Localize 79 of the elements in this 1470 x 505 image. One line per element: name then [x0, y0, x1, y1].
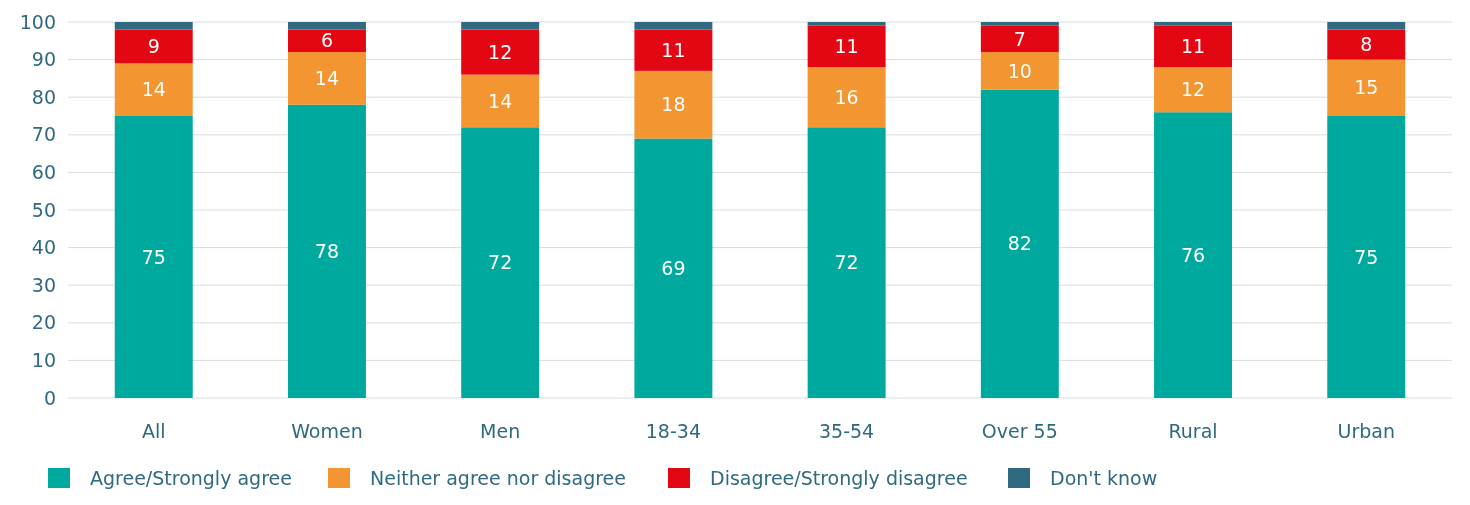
bar	[980, 25, 1059, 53]
data-label: 15	[1354, 76, 1379, 99]
data-label: 18	[661, 93, 686, 116]
x-tick-label: Rural	[1168, 420, 1218, 442]
bar	[1154, 25, 1233, 68]
data-label: 14	[141, 78, 166, 101]
y-tick-label: 70	[31, 123, 56, 146]
y-tick-label: 100	[19, 10, 56, 33]
bar	[287, 29, 366, 53]
legend-label: Don't know	[1050, 466, 1158, 489]
bar	[634, 22, 713, 30]
data-label: 16	[834, 85, 859, 108]
data-label: 8	[1360, 33, 1373, 56]
bar	[634, 138, 713, 398]
y-tick-label: 90	[31, 48, 56, 71]
x-tick-label: 35-54	[819, 420, 875, 442]
bar	[287, 104, 366, 398]
y-tick-label: 80	[31, 85, 56, 108]
bar	[807, 67, 886, 128]
bar	[287, 52, 366, 105]
data-label: 82	[1007, 232, 1032, 255]
x-tick-label: Women	[291, 420, 363, 442]
bar	[1327, 29, 1406, 60]
data-label: 72	[488, 251, 513, 274]
bar	[980, 52, 1059, 90]
y-tick-label: 0	[43, 386, 56, 409]
legend-label: Disagree/Strongly disagree	[710, 466, 968, 489]
data-label: 11	[834, 35, 859, 58]
bar	[114, 29, 193, 64]
bar	[461, 22, 540, 30]
data-label: 14	[314, 67, 340, 90]
bar	[1327, 116, 1406, 398]
x-tick-label: Urban	[1337, 420, 1395, 442]
bar	[1154, 67, 1233, 113]
bar	[461, 74, 540, 128]
bar	[287, 22, 366, 30]
data-label: 76	[1180, 243, 1206, 266]
data-label: 11	[661, 38, 686, 61]
data-label: 7	[1013, 27, 1026, 50]
bar	[461, 127, 540, 398]
x-tick-label: All	[141, 420, 166, 442]
data-label: 75	[1354, 245, 1379, 268]
bar	[634, 70, 713, 139]
bar	[114, 63, 193, 116]
x-tick-label: Men	[480, 420, 521, 442]
data-label: 11	[1180, 35, 1206, 58]
data-label: 69	[661, 256, 686, 279]
data-label: 78	[314, 240, 340, 263]
y-tick-label: 50	[31, 198, 56, 221]
y-tick-label: 60	[31, 161, 56, 184]
data-label: 12	[488, 40, 513, 63]
y-tick-label: 10	[31, 349, 56, 372]
bar	[114, 22, 193, 30]
legend-label: Neither agree nor disagree	[370, 466, 626, 489]
bar	[807, 22, 886, 26]
x-tick-label: Over 55	[981, 420, 1058, 442]
data-label: 14	[488, 89, 513, 112]
bar	[1327, 59, 1406, 116]
bar	[461, 29, 540, 75]
data-label: 12	[1180, 78, 1206, 101]
data-label: 9	[147, 35, 160, 58]
bar	[1154, 22, 1233, 26]
data-label: 6	[320, 29, 334, 52]
bar	[634, 29, 713, 71]
bar	[980, 89, 1059, 398]
bar	[1154, 112, 1233, 398]
bar	[807, 127, 886, 398]
bar	[980, 22, 1059, 26]
data-label: 72	[834, 251, 859, 274]
bar	[1327, 22, 1406, 30]
bar	[114, 116, 193, 398]
data-label: 10	[1007, 59, 1032, 82]
y-tick-label: 30	[31, 273, 56, 296]
data-label: 75	[141, 245, 166, 268]
legend-label: Agree/Strongly agree	[90, 466, 292, 489]
x-tick-label: 18-34	[645, 420, 701, 442]
y-tick-label: 40	[31, 236, 56, 259]
y-tick-label: 20	[31, 311, 56, 334]
bar	[807, 25, 886, 68]
